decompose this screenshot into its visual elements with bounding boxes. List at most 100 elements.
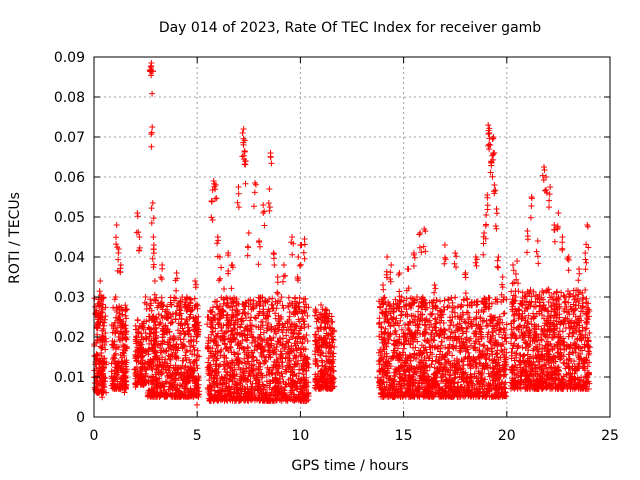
data-point [194,347,201,354]
data-point [187,300,194,307]
data-point [152,324,159,331]
data-point [168,319,175,326]
data-points [91,60,593,408]
data-point [176,330,183,337]
data-point [157,320,164,327]
data-point [171,344,178,351]
data-point [132,355,139,362]
data-point [193,333,200,340]
data-point [102,313,109,320]
data-point [178,393,185,399]
data-point [147,393,154,400]
data-point [147,356,154,363]
data-point [110,344,117,351]
data-point [165,326,171,333]
data-point [122,302,129,309]
data-point [116,313,122,319]
data-point [164,393,171,400]
data-point [174,394,180,400]
data-point [98,375,105,381]
data-point [122,385,129,392]
data-point [138,366,145,372]
data-point [187,359,194,366]
data-point [147,296,154,303]
data-point [190,336,197,343]
data-point [173,355,180,362]
data-point [119,321,126,328]
data-point [183,349,189,356]
data-point [135,329,142,336]
data-point [150,337,157,344]
data-point [172,377,179,384]
data-point [136,323,143,330]
data-point [159,359,166,366]
data-point [159,334,166,341]
data-point [164,303,171,310]
data-point [123,345,130,352]
data-point [241,385,248,392]
data-point [150,315,157,321]
data-point [148,307,155,314]
data-point [116,337,123,343]
data-point [97,357,104,364]
data-point [166,383,173,390]
data-point [157,391,164,398]
chart-title: Day 014 of 2023, Rate Of TEC Index for r… [159,20,541,36]
data-point [183,357,190,363]
data-point [139,357,146,364]
data-point [157,344,163,351]
data-point [100,301,106,308]
data-point [169,311,176,318]
data-point [189,351,196,358]
data-point [148,386,155,393]
data-point [182,352,189,359]
data-point [167,372,174,379]
data-point [302,295,309,302]
data-point [145,346,152,353]
data-point [171,297,178,304]
data-point [145,380,152,386]
data-point [149,392,156,399]
y-axis-label: ROTI / TECUs [7,192,23,284]
data-point [177,336,184,343]
data-point [142,370,149,377]
data-point [155,370,162,377]
data-point [119,369,126,376]
data-point [183,369,190,376]
data-point [160,363,167,370]
data-point [140,320,147,327]
data-point [120,365,127,372]
data-point [94,325,101,332]
data-point [174,303,181,309]
data-point [144,364,151,371]
data-point [141,361,148,368]
data-point [180,357,187,364]
data-point [148,377,155,384]
data-point [163,348,170,355]
data-point [164,360,170,367]
data-point [111,319,118,326]
data-point [183,374,190,381]
data-point [155,311,162,318]
data-point [100,381,107,388]
data-point [193,356,200,363]
data-point [118,360,125,366]
data-point [196,353,202,360]
data-point [194,301,200,308]
data-point [163,369,170,376]
data-point [99,295,106,302]
data-point [139,381,146,388]
x-axis-label: GPS time / hours [291,458,408,474]
data-point [303,332,310,338]
data-point [195,313,202,320]
data-point [154,304,161,311]
data-point [190,315,197,322]
data-point [161,383,168,390]
data-point [155,380,162,387]
data-point [116,303,123,310]
data-point [160,347,167,354]
data-point [185,330,192,337]
data-point [103,338,109,345]
